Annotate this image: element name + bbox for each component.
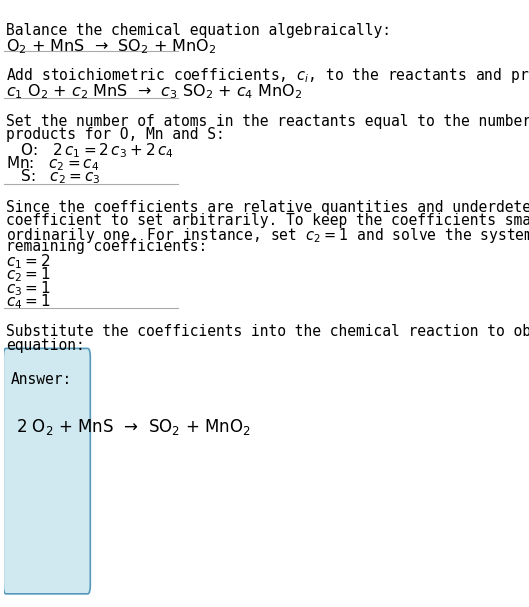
Text: Add stoichiometric coefficients, $c_i$, to the reactants and products:: Add stoichiometric coefficients, $c_i$, … — [6, 66, 529, 86]
Text: $c_1$ O$_2$ + $c_2$ MnS  →  $c_3$ SO$_2$ + $c_4$ MnO$_2$: $c_1$ O$_2$ + $c_2$ MnS → $c_3$ SO$_2$ +… — [6, 82, 302, 101]
FancyBboxPatch shape — [3, 348, 90, 594]
Text: Since the coefficients are relative quantities and underdetermined, choose a: Since the coefficients are relative quan… — [6, 200, 529, 215]
Text: equation:: equation: — [6, 337, 85, 353]
Text: Balance the chemical equation algebraically:: Balance the chemical equation algebraica… — [6, 23, 391, 38]
Text: O$_2$ + MnS  →  SO$_2$ + MnO$_2$: O$_2$ + MnS → SO$_2$ + MnO$_2$ — [6, 37, 216, 56]
Text: products for O, Mn and S:: products for O, Mn and S: — [6, 127, 225, 143]
Text: $c_1 = 2$: $c_1 = 2$ — [6, 253, 50, 271]
Text: 2 O$_2$ + MnS  →  SO$_2$ + MnO$_2$: 2 O$_2$ + MnS → SO$_2$ + MnO$_2$ — [16, 417, 251, 437]
Text: S:   $c_2 = c_3$: S: $c_2 = c_3$ — [6, 168, 101, 186]
Text: coefficient to set arbitrarily. To keep the coefficients small, the arbitrary va: coefficient to set arbitrarily. To keep … — [6, 213, 529, 228]
Text: ordinarily one. For instance, set $c_2 = 1$ and solve the system of equations fo: ordinarily one. For instance, set $c_2 =… — [6, 226, 529, 245]
Text: Set the number of atoms in the reactants equal to the number of atoms in the: Set the number of atoms in the reactants… — [6, 114, 529, 129]
Text: $c_3 = 1$: $c_3 = 1$ — [6, 279, 50, 297]
Text: Answer:: Answer: — [10, 372, 71, 387]
Text: Substitute the coefficients into the chemical reaction to obtain the balanced: Substitute the coefficients into the che… — [6, 325, 529, 339]
Text: $c_2 = 1$: $c_2 = 1$ — [6, 266, 50, 285]
Text: $c_4 = 1$: $c_4 = 1$ — [6, 292, 50, 311]
Text: O:   $2\,c_1 = 2\,c_3 + 2\,c_4$: O: $2\,c_1 = 2\,c_3 + 2\,c_4$ — [6, 141, 174, 160]
Text: remaining coefficients:: remaining coefficients: — [6, 239, 207, 254]
Text: Mn:   $c_2 = c_4$: Mn: $c_2 = c_4$ — [6, 154, 99, 173]
